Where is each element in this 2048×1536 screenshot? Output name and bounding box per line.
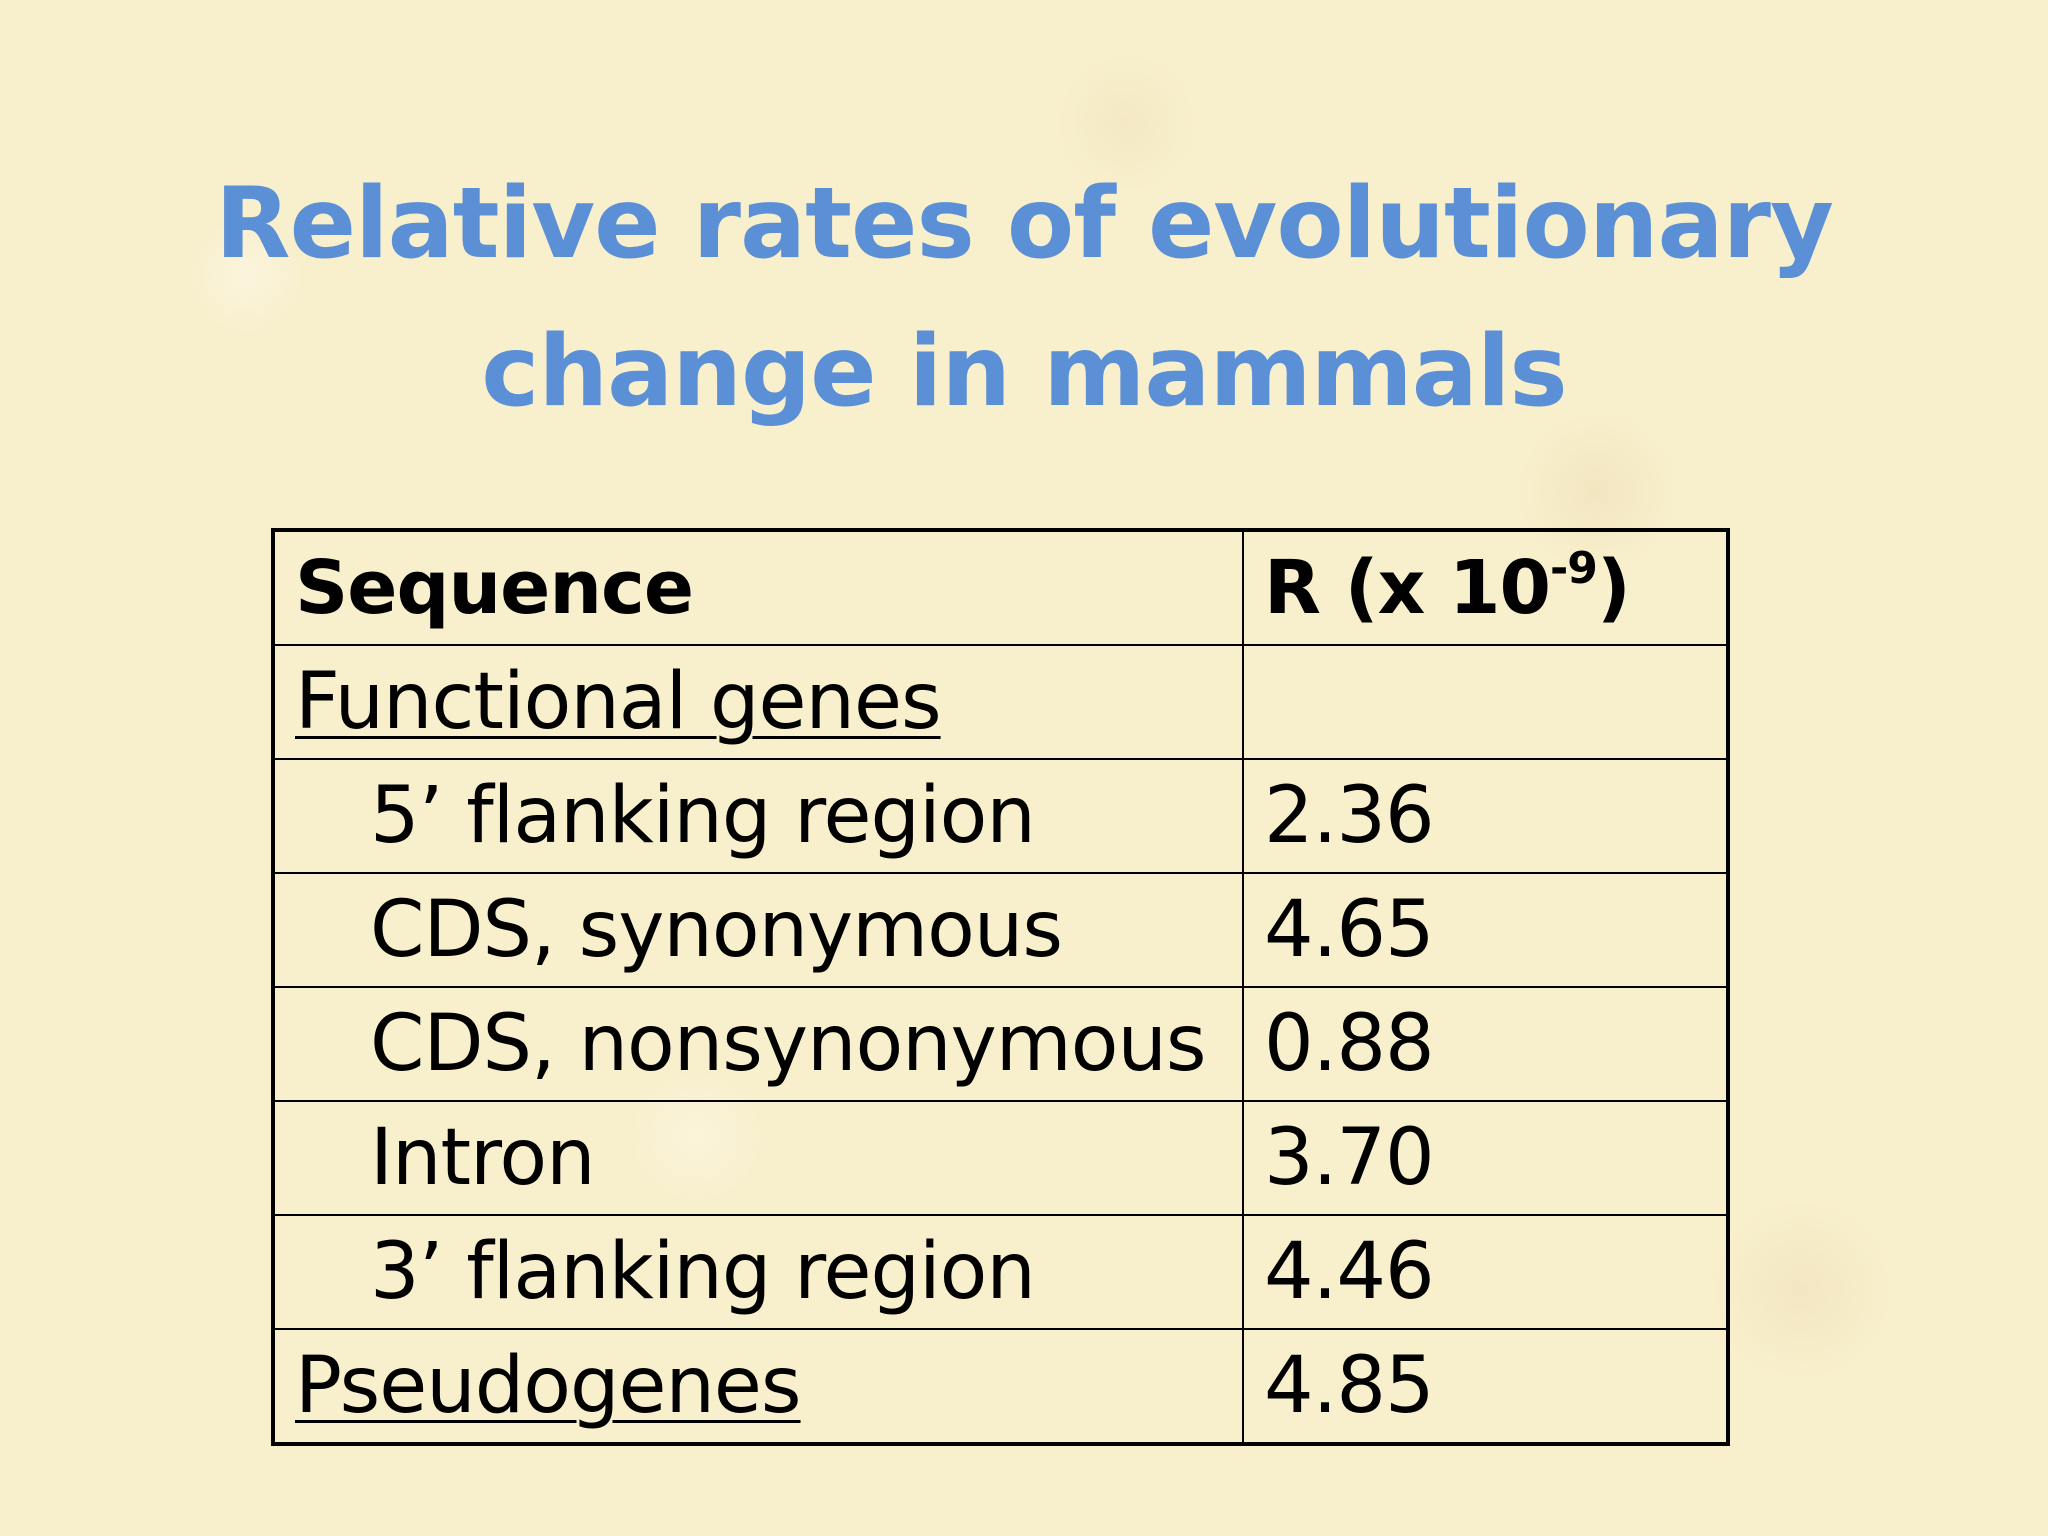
table-row: CDS, nonsynonymous 0.88 (272, 986, 1729, 1102)
row-value-3-flanking: 4.46 (1242, 1214, 1729, 1330)
row-value-intron: 3.70 (1242, 1100, 1729, 1216)
slide-title-line-2: change in mammals (481, 315, 1568, 429)
row-label-3-flanking: 3’ flanking region (272, 1214, 1244, 1330)
slide-title-line-1: Relative rates of evolutionary (215, 167, 1834, 281)
row-label-cds-nonsynonymous: CDS, nonsynonymous (272, 986, 1244, 1102)
row-label-5-flanking: 5’ flanking region (272, 758, 1244, 874)
header-rate: R (x 10-9) (1242, 529, 1729, 646)
row-value-5-flanking: 2.36 (1242, 758, 1729, 874)
header-rate-prefix: R (x 10 (1264, 545, 1551, 631)
row-value-pseudogenes: 4.85 (1242, 1328, 1729, 1445)
group-label: Pseudogenes (295, 1341, 802, 1431)
table-header-row: Sequence R (x 10-9) (272, 529, 1729, 646)
row-label-cds-synonymous: CDS, synonymous (272, 872, 1244, 988)
rates-table: Sequence R (x 10-9) Functional genes 5’ … (271, 528, 1730, 1446)
slide-title: Relative rates of evolutionary change in… (0, 150, 2048, 446)
table-row: Functional genes (272, 644, 1729, 760)
group-label: Functional genes (295, 657, 942, 747)
table-row: Pseudogenes 4.85 (272, 1328, 1729, 1445)
header-rate-exponent: -9 (1550, 543, 1598, 594)
row-label-intron: Intron (272, 1100, 1244, 1216)
row-label-pseudogenes: Pseudogenes (272, 1328, 1244, 1445)
row-value-cds-nonsynonymous: 0.88 (1242, 986, 1729, 1102)
table-row: 5’ flanking region 2.36 (272, 758, 1729, 874)
row-value-functional-genes (1242, 644, 1729, 760)
header-rate-suffix: ) (1596, 545, 1631, 631)
row-value-cds-synonymous: 4.65 (1242, 872, 1729, 988)
table-row: CDS, synonymous 4.65 (272, 872, 1729, 988)
row-label-functional-genes: Functional genes (272, 644, 1244, 760)
table-row: 3’ flanking region 4.46 (272, 1214, 1729, 1330)
table-row: Intron 3.70 (272, 1100, 1729, 1216)
header-sequence: Sequence (272, 529, 1244, 646)
